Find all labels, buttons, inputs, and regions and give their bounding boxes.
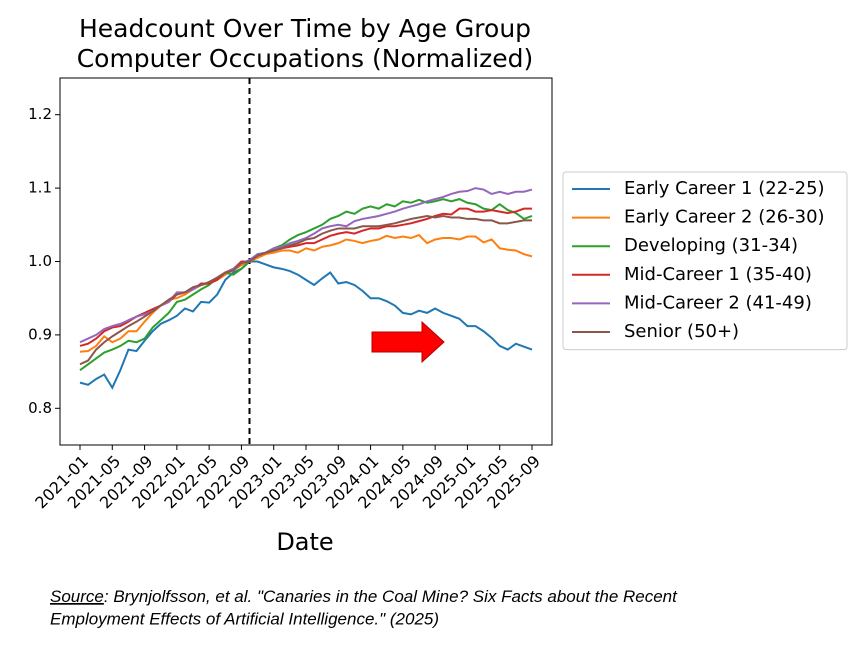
arrow-annotation [371, 320, 445, 364]
plot-frame [59, 77, 553, 446]
chart-title: Computer Occupations (Normalized) [77, 44, 534, 73]
y-tick-label: 1.2 [28, 105, 52, 123]
legend-label: Mid-Career 2 (41-49) [624, 292, 812, 313]
series-line [79, 214, 532, 366]
series-line [79, 260, 533, 390]
legend-label: Early Career 2 (26-30) [624, 207, 825, 228]
y-tick-label: 1.0 [28, 252, 52, 270]
legend-label: Mid-Career 1 (35-40) [624, 264, 812, 285]
legend-label: Senior (50+) [624, 321, 739, 342]
y-tick-label: 0.8 [28, 399, 52, 417]
source-line: Employment Effects of Artificial Intelli… [50, 609, 439, 628]
x-axis-label: Date [276, 528, 333, 556]
series-line [79, 198, 533, 371]
source-label: Source [50, 587, 104, 606]
legend-label: Developing (31-34) [624, 235, 798, 256]
y-tick-label: 0.9 [28, 325, 52, 343]
y-tick-label: 1.1 [28, 179, 52, 197]
legend-box [562, 171, 848, 351]
source-text: Source: Brynjolfsson, et al. "Canaries i… [50, 587, 678, 606]
series-line [79, 207, 532, 347]
source-line: : Brynjolfsson, et al. "Canaries in the … [104, 587, 678, 606]
legend-label: Early Career 1 (22-25) [624, 178, 825, 199]
chart-title: Headcount Over Time by Age Group [79, 14, 531, 43]
